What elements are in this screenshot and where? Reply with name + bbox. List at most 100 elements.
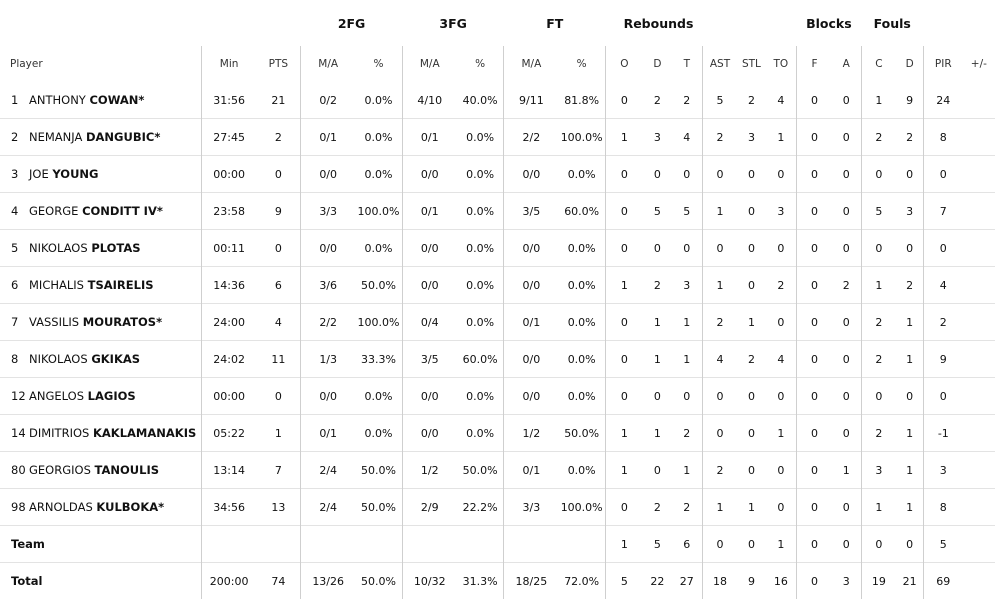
player-last-name[interactable]: TSAIRELIS	[88, 278, 154, 292]
header-plus-minus[interactable]: +/-	[963, 46, 995, 82]
cell-min: 200:00	[201, 563, 256, 599]
cell-to: 3	[766, 193, 797, 230]
header-foul-c[interactable]: C	[861, 46, 896, 82]
cell-blk-f: 0	[797, 82, 832, 119]
group-rebounds: Rebounds	[606, 0, 703, 46]
player-number: 80	[11, 463, 29, 477]
cell-ft-pct: 0.0%	[558, 304, 605, 341]
player-last-name[interactable]: MOURATOS*	[83, 315, 162, 329]
cell-reb-t: 2	[672, 82, 702, 119]
cell-ft-pct: 50.0%	[558, 415, 605, 452]
cell-team-label: Team	[0, 526, 201, 563]
header-pir[interactable]: PIR	[923, 46, 962, 82]
cell-plus-minus	[963, 82, 995, 119]
player-first-name: GEORGIOS	[29, 463, 91, 477]
cell-foul-d: 21	[896, 563, 923, 599]
cell-reb-t: 27	[672, 563, 702, 599]
player-last-name[interactable]: TANOULIS	[95, 463, 159, 477]
header-stl[interactable]: STL	[737, 46, 765, 82]
header-2fg-pct[interactable]: %	[355, 46, 402, 82]
cell-blk-a: 0	[832, 526, 861, 563]
cell-blk-f: 0	[797, 378, 832, 415]
header-reb-d[interactable]: D	[643, 46, 672, 82]
cell-3fg-pct: 22.2%	[457, 489, 504, 526]
player-last-name[interactable]: CONDITT IV*	[82, 204, 163, 218]
cell-blk-a: 0	[832, 82, 861, 119]
header-2fg-ma[interactable]: M/A	[301, 46, 355, 82]
cell-2fg-ma: 13/26	[301, 563, 355, 599]
player-last-name[interactable]: GKIKAS	[91, 352, 140, 366]
cell-2fg-ma: 3/6	[301, 267, 355, 304]
cell-reb-d: 1	[643, 415, 672, 452]
player-last-name[interactable]: YOUNG	[52, 167, 98, 181]
cell-3fg-pct: 40.0%	[457, 82, 504, 119]
cell-3fg-ma: 10/32	[402, 563, 456, 599]
cell-3fg-ma: 0/0	[402, 230, 456, 267]
header-ft-pct[interactable]: %	[558, 46, 605, 82]
player-last-name[interactable]: KAKLAMANAKIS	[93, 426, 196, 440]
header-min[interactable]: Min	[201, 46, 256, 82]
cell-ft-pct: 100.0%	[558, 489, 605, 526]
player-last-name[interactable]: KULBOKA*	[96, 500, 164, 514]
cell-min: 23:58	[201, 193, 256, 230]
cell-pts: 6	[257, 267, 301, 304]
header-player[interactable]: Player	[0, 46, 201, 82]
cell-2fg-ma	[301, 526, 355, 563]
header-ast[interactable]: AST	[702, 46, 737, 82]
player-last-name[interactable]: PLOTAS	[91, 241, 140, 255]
cell-pts: 2	[257, 119, 301, 156]
cell-reb-d: 22	[643, 563, 672, 599]
cell-3fg-ma: 1/2	[402, 452, 456, 489]
cell-3fg-ma: 0/0	[402, 267, 456, 304]
header-foul-d[interactable]: D	[896, 46, 923, 82]
header-3fg-pct[interactable]: %	[457, 46, 504, 82]
header-to[interactable]: TO	[766, 46, 797, 82]
header-3fg-ma[interactable]: M/A	[402, 46, 456, 82]
cell-reb-o: 1	[606, 526, 643, 563]
cell-reb-d: 2	[643, 489, 672, 526]
header-reb-t[interactable]: T	[672, 46, 702, 82]
player-last-name[interactable]: DANGUBIC*	[86, 130, 160, 144]
player-last-name[interactable]: COWAN*	[89, 93, 144, 107]
cell-2fg-pct: 0.0%	[355, 156, 402, 193]
cell-reb-d: 0	[643, 156, 672, 193]
header-pts[interactable]: PTS	[257, 46, 301, 82]
player-number: 3	[11, 167, 29, 181]
cell-foul-d: 0	[896, 526, 923, 563]
cell-2fg-ma: 0/0	[301, 230, 355, 267]
header-blk-a[interactable]: A	[832, 46, 861, 82]
header-ft-ma[interactable]: M/A	[504, 46, 558, 82]
cell-blk-f: 0	[797, 304, 832, 341]
cell-3fg-pct: 0.0%	[457, 415, 504, 452]
cell-reb-t: 0	[672, 156, 702, 193]
header-blk-f[interactable]: F	[797, 46, 832, 82]
header-reb-o[interactable]: O	[606, 46, 643, 82]
cell-min: 24:02	[201, 341, 256, 378]
cell-reb-o: 0	[606, 489, 643, 526]
cell-plus-minus	[963, 119, 995, 156]
player-first-name: GEORGE	[29, 204, 78, 218]
cell-stl: 0	[737, 378, 765, 415]
cell-blk-a: 0	[832, 156, 861, 193]
player-last-name[interactable]: LAGIOS	[88, 389, 136, 403]
cell-3fg-pct: 0.0%	[457, 267, 504, 304]
cell-pts: 0	[257, 156, 301, 193]
cell-2fg-pct: 0.0%	[355, 378, 402, 415]
cell-foul-d: 1	[896, 304, 923, 341]
